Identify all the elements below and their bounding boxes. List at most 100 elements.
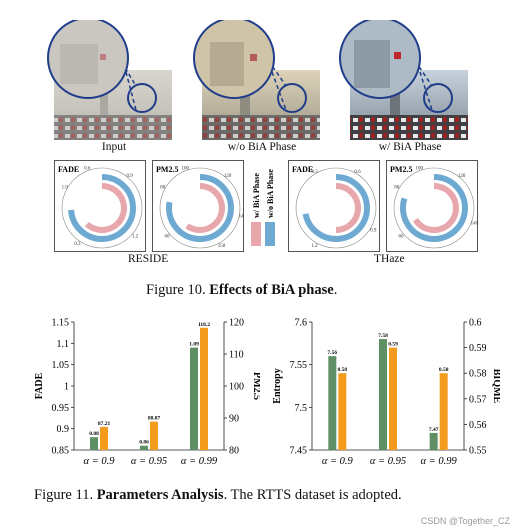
bar-series-1 bbox=[429, 432, 438, 450]
gauge-tick-label: 0.6 bbox=[354, 170, 361, 175]
y-tick-label-left: 0.85 bbox=[52, 446, 70, 457]
gauge-tick-label: 1.2 bbox=[311, 244, 318, 249]
bar-series-2 bbox=[200, 327, 208, 450]
gauge-tick-label: 0.3 bbox=[74, 242, 81, 247]
gauge-outline bbox=[61, 167, 143, 249]
gauge-tick-label: 140 bbox=[471, 222, 478, 227]
x-tick-label: α = 0.95 bbox=[370, 456, 406, 467]
legend-label-without-bia: w/o BiA Phase bbox=[266, 169, 275, 218]
y-tick-label-left: 1.15 bbox=[52, 318, 70, 329]
x-tick-label: α = 0.9 bbox=[84, 456, 116, 467]
bar-data-label: 0.58 bbox=[439, 367, 449, 373]
y-tick-label-left: 0.9 bbox=[57, 424, 70, 435]
legend-swatch-without-bia bbox=[265, 222, 275, 246]
bar-chart-fade-pm25: 0.85 0.9 0.95 1 1.05 1.1 1.15 80 90 100 110 120 FADE… bbox=[34, 318, 260, 468]
gauge-outline bbox=[159, 167, 241, 249]
gauge-panel-4: PM2.5 100 120 140 60 80 bbox=[386, 160, 478, 252]
x-tick-label: α = 0.99 bbox=[181, 456, 218, 467]
y-axis-label-right: PM2.5 bbox=[251, 372, 260, 400]
gauge-title: FADE bbox=[58, 165, 79, 174]
bar-series-2 bbox=[100, 426, 108, 450]
y-axis-label-left: FADE bbox=[34, 372, 45, 399]
y-tick-label-left: 7.55 bbox=[290, 360, 308, 371]
photo-label-with-bia: w/ BiA Phase bbox=[378, 141, 442, 153]
y-axis-label-right: BIQME bbox=[491, 369, 500, 404]
y-tick-label-right: 0.57 bbox=[469, 394, 487, 405]
gauge-arc-without-bia bbox=[400, 174, 468, 242]
bar-series-1 bbox=[140, 445, 148, 450]
bar-series-1 bbox=[90, 437, 98, 450]
bar-data-label: 88.87 bbox=[148, 416, 161, 422]
gauge-arc-with-bia bbox=[84, 183, 127, 233]
gauge-tick-label: 1.0 bbox=[62, 186, 69, 191]
y-tick-label-right: 0.56 bbox=[469, 420, 487, 431]
gauge-title: PM2.5 bbox=[390, 165, 412, 174]
y-tick-label-left: 7.5 bbox=[295, 403, 308, 414]
figure10-caption: Figure 10. Effects of BiA phase. bbox=[146, 282, 337, 299]
bar-data-label: 0.86 bbox=[139, 440, 149, 446]
gauge-tick-label: 0.6 bbox=[84, 167, 91, 172]
caption10-prefix: Figure 10. bbox=[146, 282, 210, 298]
photo-with-bia bbox=[339, 20, 468, 140]
gauge-outline bbox=[393, 167, 475, 249]
bar-series-2 bbox=[389, 347, 397, 450]
axes: 0.85 0.9 0.95 1 1.05 1.1 1.15 80 90 100 110 120 bbox=[52, 318, 245, 457]
y-tick-label-left: 7.45 bbox=[290, 446, 308, 457]
bar-data-label: 87.21 bbox=[98, 421, 111, 427]
gauge-tick-label: 60 bbox=[165, 235, 171, 240]
gauge-legend: w/ BiA Phase w/o BiA Phase bbox=[251, 169, 275, 246]
gauge-tick-label: 80 bbox=[160, 186, 166, 191]
x-tick-label: α = 0.99 bbox=[421, 456, 458, 467]
gauge-outline bbox=[295, 167, 377, 249]
group-label-thaze: THaze bbox=[374, 253, 405, 265]
gauge-tick-label: 0.3 bbox=[311, 170, 318, 175]
gauge-tick-label: 0.9 bbox=[370, 229, 377, 234]
gauge-tick-label: 1.2 bbox=[132, 235, 139, 240]
bar-data-label: 0.88 bbox=[89, 431, 99, 437]
y-tick-label-left: 1.1 bbox=[57, 339, 70, 350]
gauge-tick-label: 120 bbox=[458, 174, 466, 179]
bar-series-1 bbox=[328, 356, 337, 450]
gauge-tick-label: 120 bbox=[224, 174, 232, 179]
bar-series-2 bbox=[338, 373, 347, 450]
photo-label-input: Input bbox=[101, 141, 127, 153]
y-axis-label-left: Entropy bbox=[272, 368, 283, 403]
gauge-arc-with-bia bbox=[412, 183, 459, 233]
gauge-tick-label: 60 bbox=[399, 235, 405, 240]
y-tick-label-left: 1 bbox=[64, 382, 69, 393]
photo-label-without-bia: w/o BiA Phase bbox=[227, 141, 297, 153]
photo-strip bbox=[47, 20, 468, 140]
gauge-title: FADE bbox=[292, 165, 313, 174]
caption10-suffix: . bbox=[333, 282, 338, 298]
y-tick-label-right: 120 bbox=[229, 318, 244, 329]
bar-series-2 bbox=[150, 421, 158, 450]
figure11-caption: Figure 11. Parameters Analysis. The RTTS… bbox=[34, 487, 402, 504]
y-tick-label-left: 7.6 bbox=[295, 318, 308, 329]
group-label-reside: RESIDE bbox=[128, 253, 169, 265]
y-tick-label-right: 80 bbox=[229, 446, 239, 457]
gauge-panel-1: FADE 0.6 0.9 1.2 0.3 1.0 bbox=[54, 160, 146, 252]
watermark: CSDN @Together_CZ bbox=[420, 516, 510, 526]
y-tick-label-right: 0.59 bbox=[469, 343, 487, 354]
bar-series-1 bbox=[190, 347, 198, 450]
y-tick-label-right: 90 bbox=[229, 414, 239, 425]
bar-series-2 bbox=[439, 373, 448, 450]
y-tick-label-right: 0.6 bbox=[469, 318, 482, 329]
x-tick-label: α = 0.95 bbox=[131, 456, 167, 467]
gauge-tick-label: 150 bbox=[218, 244, 226, 249]
bar-series-1 bbox=[379, 339, 387, 450]
gauge-arc-without-bia bbox=[302, 174, 370, 242]
x-tick-label: α = 0.9 bbox=[322, 456, 354, 467]
bar-data-label: 0.59 bbox=[388, 342, 398, 348]
y-tick-label-right: 0.58 bbox=[469, 369, 487, 380]
caption10-bold: Effects of BiA phase bbox=[209, 282, 334, 298]
axes: 7.45 7.5 7.55 7.6 0.55 0.56 0.57 0.58 0.59 0.6 bbox=[290, 318, 487, 457]
gauge-arc-without-bia bbox=[68, 174, 136, 242]
gauge-tick-label: 80 bbox=[394, 186, 400, 191]
y-tick-label-left: 1.05 bbox=[52, 360, 70, 371]
legend-swatch-with-bia bbox=[251, 222, 261, 246]
caption11-bold: Parameters Analysis bbox=[96, 487, 224, 503]
gauge-panel-2: PM2.5 100 120 140 150 60 80 bbox=[152, 160, 244, 252]
gauge-title: PM2.5 bbox=[156, 165, 178, 174]
bar-data-label: 7.47 bbox=[429, 427, 439, 433]
